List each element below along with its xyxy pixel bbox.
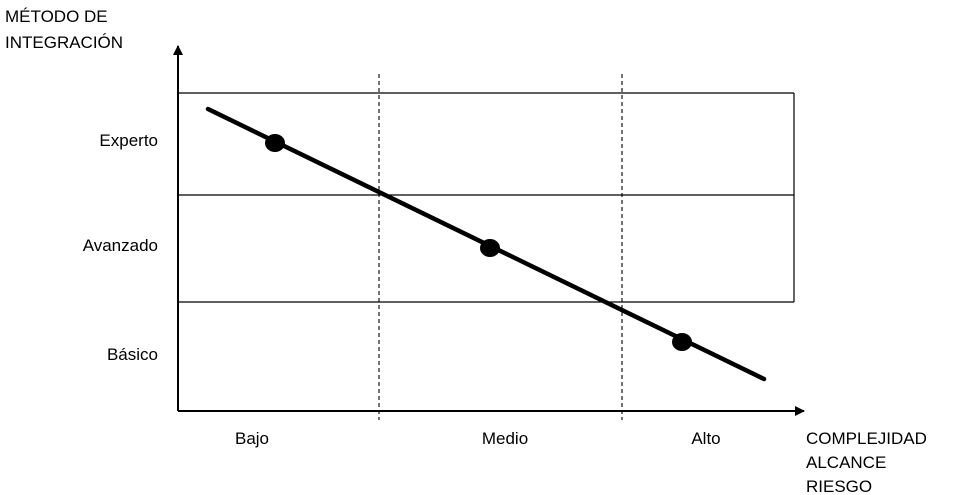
y-axis-label: MÉTODO DE INTEGRACIÓN	[5, 7, 123, 52]
data-point-2	[480, 239, 500, 257]
x-axis-label: COMPLEJIDAD ALCANCE RIESGO	[806, 429, 932, 495]
y-label-avanzado: Avanzado	[83, 236, 158, 255]
y-axis-label-line-2: INTEGRACIÓN	[5, 33, 123, 52]
x-label-bajo: Bajo	[235, 429, 269, 448]
y-axis-label-line-1: MÉTODO DE	[5, 7, 108, 26]
x-axis-label-line-1: COMPLEJIDAD	[806, 429, 927, 448]
x-axis-label-line-2: ALCANCE	[806, 453, 886, 472]
y-label-basico: Básico	[107, 345, 158, 364]
x-axis-label-line-3: RIESGO	[806, 477, 872, 495]
x-label-alto: Alto	[691, 429, 720, 448]
y-label-experto: Experto	[99, 131, 158, 150]
x-label-medio: Medio	[482, 429, 528, 448]
data-point-3	[672, 333, 692, 351]
trend-series	[205, 106, 767, 382]
data-point-1	[265, 134, 285, 152]
plot-grid	[178, 74, 795, 420]
